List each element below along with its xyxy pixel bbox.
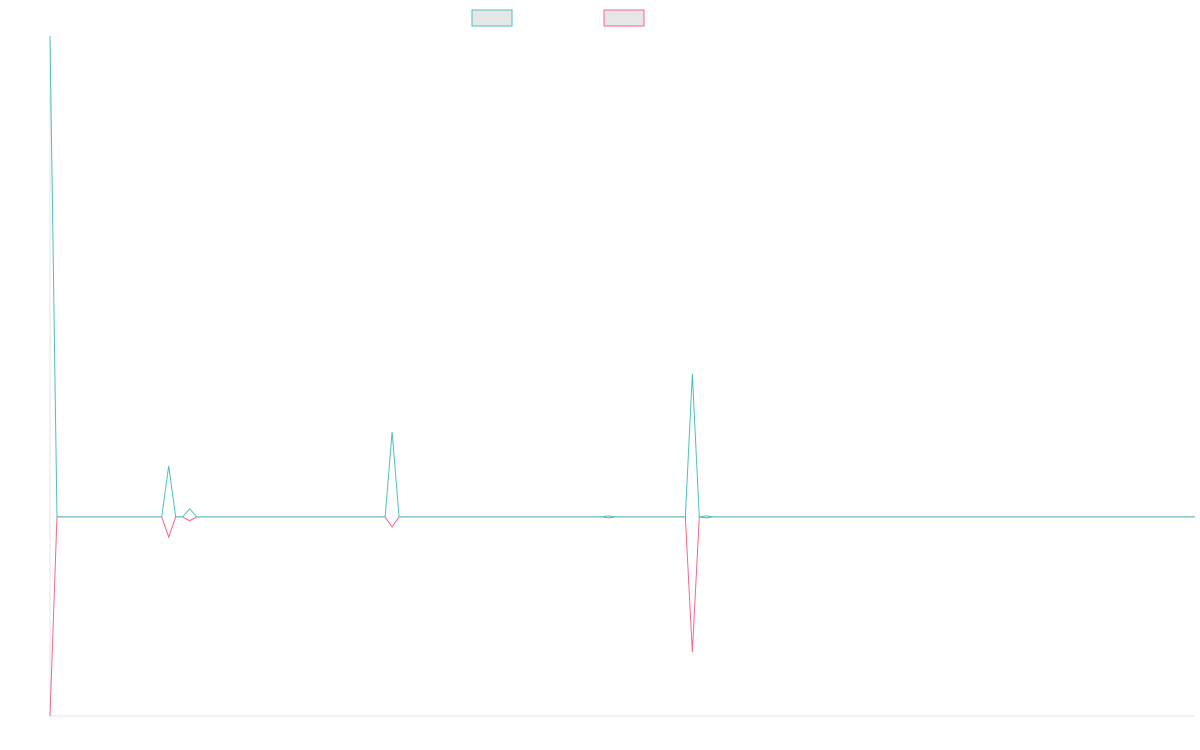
series-line: [49, 516, 1195, 717]
legend-swatch: [471, 9, 513, 27]
legend-swatch: [603, 9, 645, 27]
series-line: [49, 35, 1195, 518]
